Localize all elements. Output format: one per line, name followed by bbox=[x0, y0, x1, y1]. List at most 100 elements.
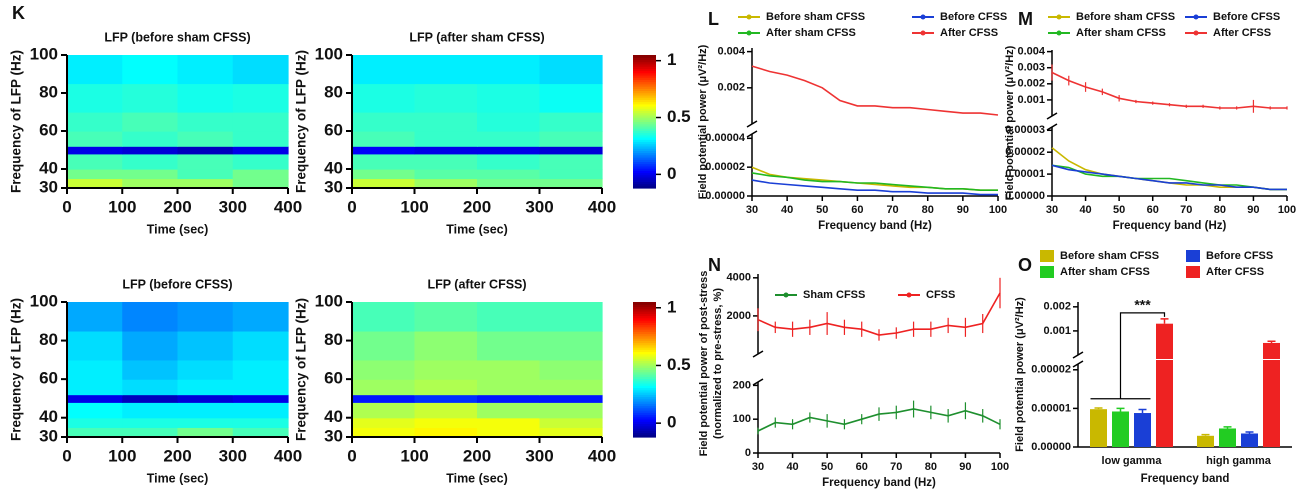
colorbar-band bbox=[633, 401, 656, 404]
heatmap-cell bbox=[414, 112, 478, 132]
colorbar-band bbox=[633, 119, 656, 123]
series-line bbox=[751, 172, 998, 191]
panel-label: K bbox=[12, 3, 25, 23]
heatmap-cell bbox=[122, 330, 179, 361]
y-axis-label: Field potential power (μV²/Hz) bbox=[1014, 297, 1026, 452]
colorbar-band bbox=[633, 99, 656, 103]
heatmap-cell bbox=[539, 153, 603, 170]
heatmap-cell bbox=[539, 417, 603, 428]
legend-marker bbox=[920, 14, 926, 20]
heatmap-cell bbox=[67, 112, 123, 132]
heatmap-cell bbox=[352, 402, 416, 419]
heatmap-cell bbox=[352, 55, 416, 85]
colorbar-band bbox=[633, 416, 656, 420]
colorbar-band bbox=[633, 398, 656, 402]
heatmap-cell bbox=[352, 427, 416, 438]
y-tick-label: 0.002 bbox=[1017, 78, 1045, 90]
y-tick-label: 60 bbox=[39, 120, 58, 139]
heatmap-cell bbox=[352, 112, 416, 132]
heatmap-cell bbox=[177, 359, 234, 380]
heatmap-cell bbox=[539, 302, 603, 332]
colorbar-band bbox=[633, 59, 656, 63]
y-axis-label: Field potential power (μV²/Hz) bbox=[1004, 45, 1016, 200]
colorbar-band bbox=[633, 70, 656, 74]
axis-break bbox=[1072, 351, 1084, 359]
heatmap-cell bbox=[477, 131, 541, 147]
colorbar-band bbox=[633, 340, 656, 344]
y-tick-label: 0.00004 bbox=[705, 132, 746, 144]
colorbar-band bbox=[633, 353, 656, 357]
colorbar-band bbox=[633, 94, 656, 98]
heatmap-cell bbox=[177, 302, 234, 332]
colorbar-band bbox=[633, 304, 656, 308]
heatmap-cell bbox=[122, 394, 179, 403]
significance-bracket bbox=[1090, 312, 1166, 400]
colorbar-band bbox=[633, 378, 656, 382]
panel-label: L bbox=[708, 9, 719, 29]
legend-swatch bbox=[1186, 250, 1200, 262]
x-tick-label: low gamma bbox=[1102, 455, 1163, 467]
heatmap-cell bbox=[477, 83, 541, 113]
colorbar-band bbox=[633, 410, 656, 413]
heatmap-cell bbox=[232, 146, 289, 155]
series-line bbox=[757, 292, 1001, 336]
bar-break bbox=[1080, 359, 1294, 360]
y-tick-label: 80 bbox=[324, 82, 343, 101]
heatmap-cell bbox=[67, 178, 123, 189]
colorbar-band bbox=[633, 324, 656, 328]
chart-title: LFP (after CFSS) bbox=[427, 277, 526, 291]
legend-marker bbox=[746, 14, 752, 20]
colorbar-band bbox=[633, 320, 656, 323]
x-tick-label: 80 bbox=[1214, 204, 1226, 216]
heatmap-cell bbox=[232, 169, 289, 180]
heatmap-cell bbox=[232, 131, 289, 147]
colorbar-band bbox=[633, 152, 656, 156]
colorbar-band bbox=[633, 421, 656, 425]
heatmap-cell bbox=[477, 178, 541, 189]
panel-label: M bbox=[1018, 9, 1033, 29]
heatmap-cell bbox=[232, 394, 289, 403]
heatmap-cell bbox=[177, 169, 234, 180]
legend-label: Before CFSS bbox=[1213, 11, 1280, 23]
colorbar-band bbox=[633, 396, 656, 400]
legend-marker bbox=[1193, 14, 1199, 20]
colorbar-band bbox=[633, 74, 656, 78]
y-tick-label: 0.00002 bbox=[1031, 364, 1071, 376]
colorbar-band bbox=[633, 88, 656, 92]
error-bar bbox=[1138, 408, 1147, 414]
colorbar-band bbox=[633, 86, 656, 89]
heatmap-cell bbox=[477, 55, 541, 85]
x-tick-label: 400 bbox=[274, 197, 302, 216]
axis-break bbox=[1046, 123, 1058, 131]
colorbar-band bbox=[633, 154, 656, 158]
colorbar-band bbox=[633, 101, 656, 105]
colorbar-band bbox=[633, 362, 656, 366]
colorbar-tick-label: 0.5 bbox=[667, 355, 691, 374]
y-tick-label: 0.00000 bbox=[1005, 190, 1045, 202]
heatmap-cell bbox=[414, 153, 478, 170]
x-tick-label: 300 bbox=[525, 446, 553, 465]
heatmap-cell bbox=[477, 417, 541, 428]
series-line bbox=[751, 166, 998, 191]
bar bbox=[1090, 409, 1107, 447]
heatmap-cell bbox=[122, 153, 179, 170]
heatmap-cell bbox=[67, 153, 123, 170]
x-tick-label: 0 bbox=[62, 446, 71, 465]
y-tick-label: 0.00001 bbox=[1031, 402, 1071, 414]
colorbar-band bbox=[633, 112, 656, 116]
heatmap-cell bbox=[122, 131, 179, 147]
series-line bbox=[1051, 164, 1287, 191]
heatmap-cell bbox=[122, 417, 179, 428]
y-tick-label: 30 bbox=[39, 426, 58, 445]
heatmap-cell bbox=[352, 169, 416, 180]
colorbar-band bbox=[633, 371, 656, 375]
heatmap-cell bbox=[477, 359, 541, 380]
x-tick-label: 0 bbox=[347, 197, 356, 216]
heatmap-cell bbox=[539, 131, 603, 147]
heatmap-cell bbox=[352, 302, 416, 332]
heatmap-cell bbox=[352, 359, 416, 380]
heatmap-cell bbox=[177, 146, 234, 155]
colorbar-band bbox=[633, 331, 656, 335]
colorbar-band bbox=[633, 143, 656, 147]
heatmap-cell bbox=[67, 427, 123, 438]
